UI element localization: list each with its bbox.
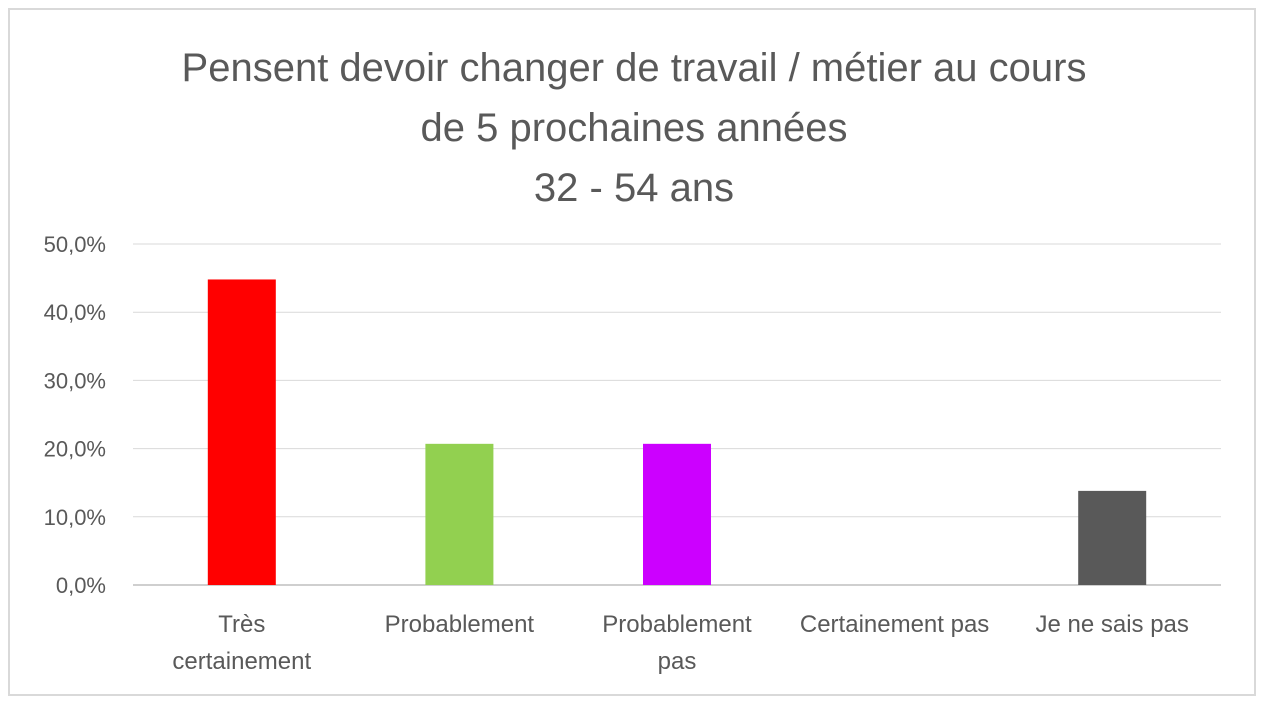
x-tick-label: Probablement <box>385 611 535 638</box>
chart-title-line-1: Pensent devoir changer de travail / méti… <box>181 46 1087 90</box>
x-tick-label: certainement <box>172 648 311 675</box>
chart-title-line-2: de 5 prochaines années <box>420 106 848 150</box>
y-tick-label: 20,0% <box>44 437 106 462</box>
bar <box>425 443 494 585</box>
y-tick-label: 30,0% <box>44 368 106 393</box>
bar <box>1078 490 1147 585</box>
x-tick-label: Très <box>218 611 265 638</box>
x-tick-label: Je ne sais pas <box>1035 611 1188 638</box>
x-tick-label: Certainement pas <box>800 611 989 638</box>
bar <box>207 279 276 585</box>
x-tick-label: pas <box>658 648 697 675</box>
chart-title-line-3: 32 - 54 ans <box>533 166 735 210</box>
y-tick-label: 50,0% <box>44 232 106 257</box>
chart-title: Pensent devoir changer de travail / méti… <box>0 38 1268 218</box>
y-tick-label: 10,0% <box>44 505 106 530</box>
y-tick-label: 40,0% <box>44 300 106 325</box>
y-tick-label: 0,0% <box>56 573 106 598</box>
x-tick-label: Probablement <box>602 611 752 638</box>
bar <box>643 443 711 585</box>
